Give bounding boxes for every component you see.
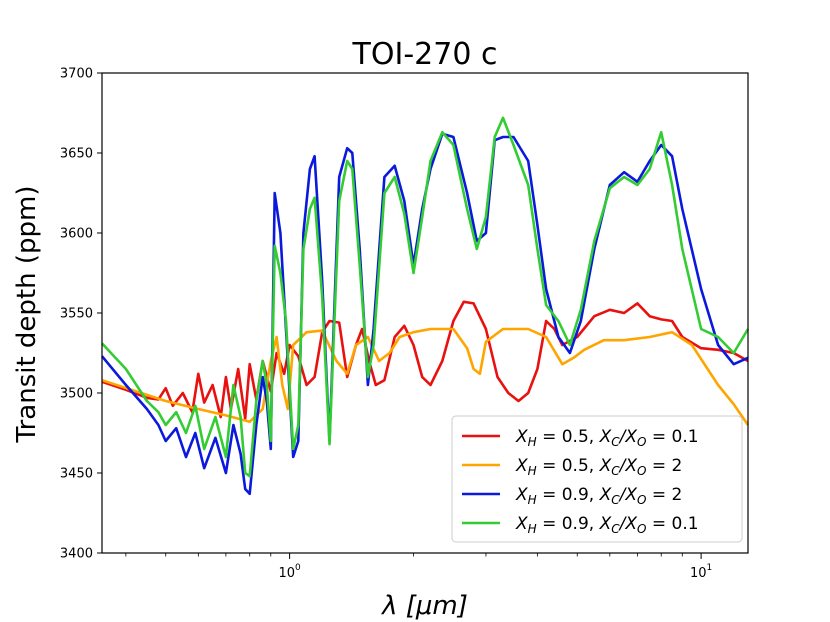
- plot-frame: [101, 72, 749, 554]
- y-tick-label: 3700: [60, 67, 93, 82]
- y-tick-label: 3600: [60, 227, 93, 242]
- x-axis-label: λ [μm]: [380, 591, 468, 621]
- chart-title: TOI-270 c: [352, 37, 498, 72]
- legend: XH = 0.5, XC/XO = 0.1 XH = 0.5, XC/XO = 2…: [451, 415, 743, 543]
- y-tick-label: 3450: [60, 467, 93, 482]
- series-line-3: [100, 132, 749, 496]
- series-line-4: [101, 116, 750, 478]
- y-tick-label: 3650: [60, 147, 93, 162]
- legend-label-1: XH = 0.5, XC/XO = 0.1: [515, 427, 699, 449]
- series-line-1: [101, 300, 749, 420]
- legend-label-4: XH = 0.9, XC/XO = 0.1: [515, 514, 699, 536]
- series-line-2: [101, 327, 750, 426]
- series-layer: [100, 116, 750, 496]
- legend-box: [451, 415, 743, 543]
- y-tick-label: 3550: [60, 307, 93, 322]
- x-tick-label: 101: [690, 563, 712, 581]
- y-tick-label: 3400: [60, 547, 93, 562]
- y-axis-ticks: 3400 3450 3500 3550 3600 3650 3700: [60, 67, 102, 562]
- y-axis-label: Transit depth (ppm): [12, 186, 42, 444]
- legend-label-3: XH = 0.9, XC/XO = 2: [515, 485, 682, 507]
- legend-label-2: XH = 0.5, XC/XO = 2: [515, 456, 682, 478]
- y-tick-label: 3500: [60, 387, 93, 402]
- x-tick-label: 100: [278, 563, 301, 581]
